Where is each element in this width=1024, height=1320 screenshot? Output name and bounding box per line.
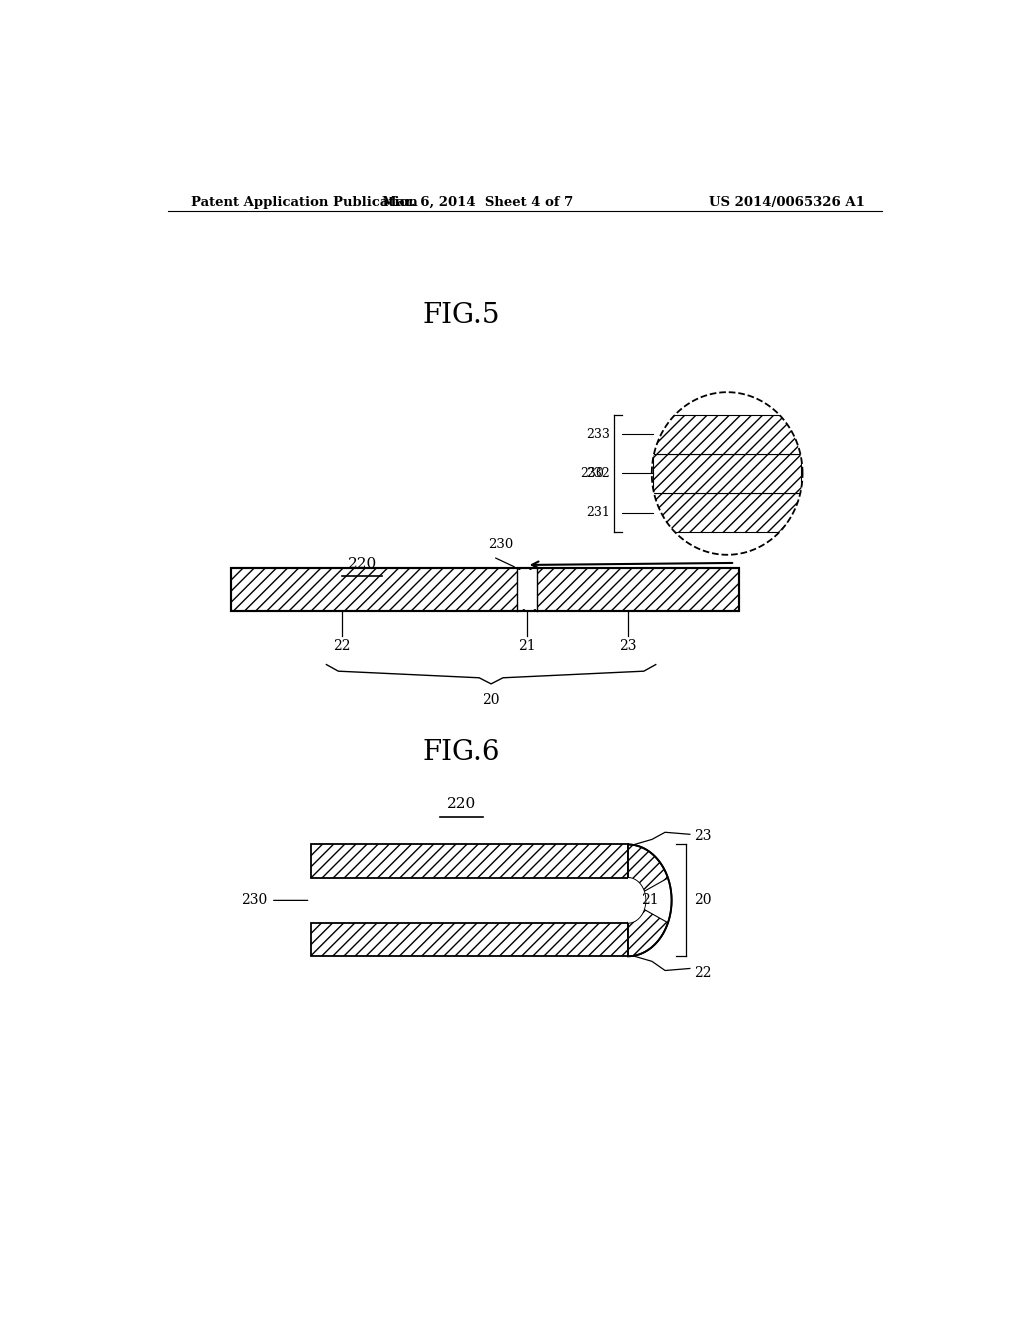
- Polygon shape: [628, 909, 668, 956]
- FancyBboxPatch shape: [231, 568, 739, 611]
- Text: FIG.6: FIG.6: [423, 739, 500, 767]
- Text: 220: 220: [446, 797, 476, 810]
- Polygon shape: [628, 845, 668, 891]
- FancyBboxPatch shape: [310, 845, 628, 878]
- Text: 20: 20: [694, 894, 712, 907]
- Text: 233: 233: [586, 428, 609, 441]
- Text: Mar. 6, 2014  Sheet 4 of 7: Mar. 6, 2014 Sheet 4 of 7: [382, 195, 572, 209]
- Text: 231: 231: [586, 507, 609, 519]
- FancyBboxPatch shape: [517, 570, 537, 609]
- Text: 22: 22: [694, 965, 712, 979]
- Text: 230: 230: [488, 539, 514, 552]
- Text: 230: 230: [581, 467, 604, 480]
- Polygon shape: [628, 878, 645, 923]
- FancyBboxPatch shape: [653, 494, 801, 532]
- Text: 230: 230: [241, 894, 267, 907]
- Text: 23: 23: [694, 829, 712, 843]
- Text: US 2014/0065326 A1: US 2014/0065326 A1: [709, 195, 864, 209]
- Text: 23: 23: [620, 639, 637, 653]
- Text: 22: 22: [334, 639, 351, 653]
- Text: 21: 21: [518, 639, 536, 653]
- Text: 20: 20: [482, 693, 500, 708]
- Text: 232: 232: [586, 467, 609, 480]
- Text: 220: 220: [347, 557, 377, 572]
- FancyBboxPatch shape: [310, 923, 628, 956]
- FancyBboxPatch shape: [653, 414, 801, 454]
- Text: 21: 21: [641, 894, 658, 907]
- Text: FIG.5: FIG.5: [423, 302, 500, 330]
- FancyBboxPatch shape: [653, 454, 801, 494]
- Text: Patent Application Publication: Patent Application Publication: [191, 195, 418, 209]
- PathPatch shape: [564, 381, 858, 565]
